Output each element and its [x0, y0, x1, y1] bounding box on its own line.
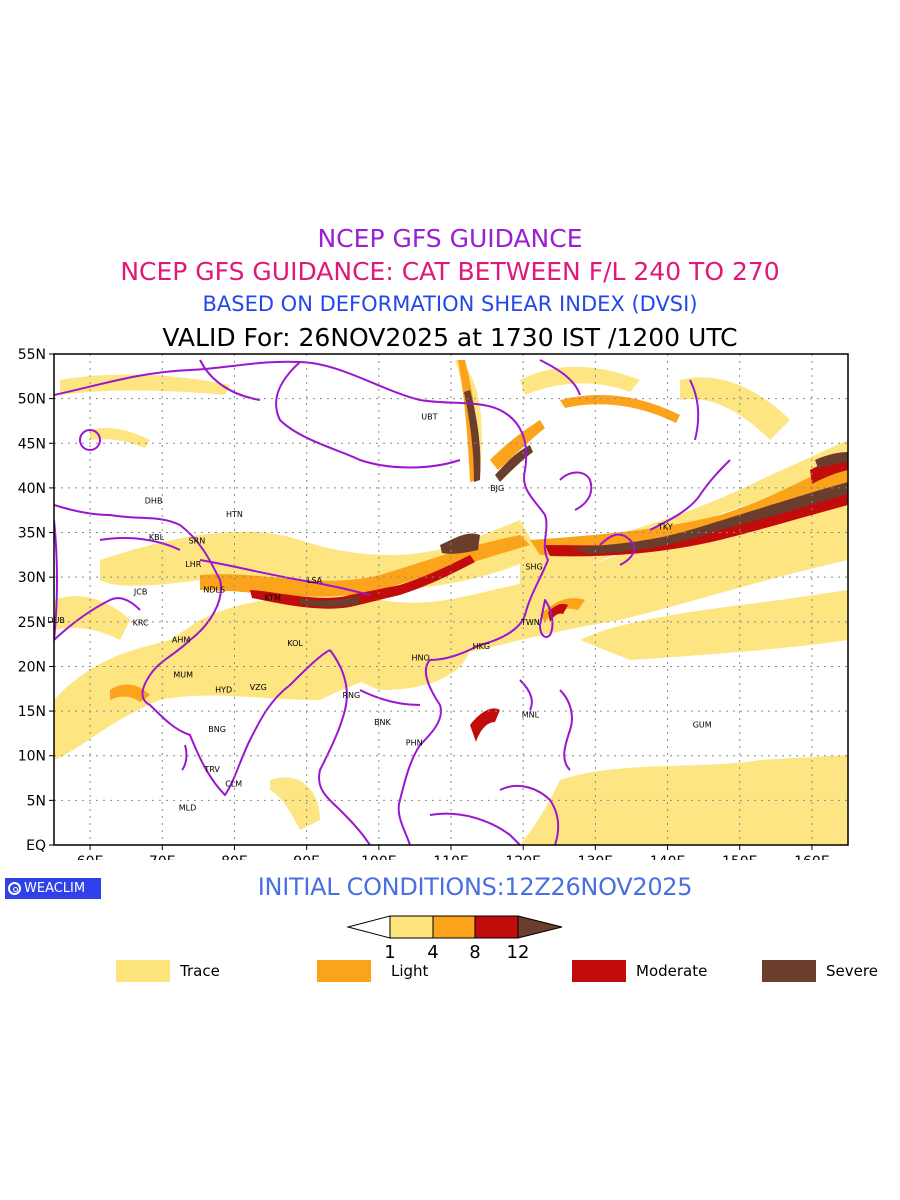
colorbar-tick: 12: [507, 942, 530, 963]
colorbar-trace: [389, 915, 434, 939]
station-label: LSA: [307, 576, 323, 585]
longitude-label: 110E: [433, 854, 469, 860]
station-label: JCB: [133, 587, 147, 596]
station-label: UBT: [421, 412, 437, 421]
station-label: DUB: [47, 616, 65, 625]
colorbar-tick: 8: [469, 942, 480, 963]
station-label: SHG: [525, 562, 542, 571]
station-label: HTN: [226, 510, 243, 519]
colorbar-severe-triangle: [517, 915, 563, 939]
chart-subtitle: NCEP GFS GUIDANCE: CAT BETWEEN F/L 240 T…: [120, 257, 780, 286]
brand-name: WEACLIM: [24, 881, 86, 896]
longitude-label: 80E: [221, 854, 248, 860]
latitude-label: 35N: [18, 526, 46, 542]
station-label: NDLS: [203, 586, 225, 595]
legend-swatch-light: [317, 960, 371, 982]
station-label: MNL: [522, 711, 540, 720]
chart-title: NCEP GFS GUIDANCE: [317, 224, 583, 253]
latitude-label: 10N: [18, 749, 46, 765]
longitude-label: 60E: [77, 854, 104, 860]
longitude-label: 70E: [149, 854, 176, 860]
valid-time: VALID For: 26NOV2025 at 1730 IST /1200 U…: [162, 323, 738, 352]
station-label: KOL: [287, 639, 303, 648]
latitude-label: 20N: [18, 659, 46, 675]
station-label: TKY: [657, 522, 673, 531]
longitude-label: 90E: [293, 854, 320, 860]
colorbar-moderate: [474, 915, 519, 939]
latitude-label: 5N: [27, 793, 46, 809]
station-label: CLM: [225, 779, 242, 788]
station-label: PHN: [406, 738, 423, 747]
coastlines: [54, 359, 731, 845]
station-label: KTM: [264, 594, 281, 603]
station-label: RNG: [343, 691, 361, 700]
legend-swatch-trace: [116, 960, 170, 982]
station-label: HYD: [215, 686, 232, 695]
latitude-label: 25N: [18, 615, 46, 631]
legend-swatch-moderate: [572, 960, 626, 982]
severe-areas: [300, 390, 848, 607]
graticule: [54, 354, 848, 845]
station-label: GUM: [693, 720, 712, 729]
index-description: BASED ON DEFORMATION SHEAR INDEX (DVSI): [202, 292, 698, 316]
latitude-label: 40N: [18, 481, 46, 497]
station-label: KBL: [149, 533, 165, 542]
longitude-label: 150E: [722, 854, 758, 860]
station-label: SRN: [189, 537, 206, 546]
legend-label-light: Light: [391, 962, 429, 980]
longitude-label: 160E: [794, 854, 830, 860]
latitude-labels: 55N 50N 45N 40N 35N 30N 25N 20N 15N 10N 5N EQ: [18, 347, 46, 854]
legend-label-trace: Trace: [180, 962, 220, 980]
colorbar-under-triangle: [346, 915, 391, 939]
station-label: BNK: [374, 718, 391, 727]
globe-icon: [8, 882, 21, 895]
turbulence-map: 55N 50N 45N 40N 35N 30N 25N 20N 15N 10N 5N EQ 60E 70…: [18, 347, 849, 860]
legend-swatch-severe: [762, 960, 816, 982]
station-label: KRC: [133, 619, 149, 628]
station-label: LHR: [185, 560, 201, 569]
legend-label-severe: Severe: [826, 962, 878, 980]
colorbar: 1 4 8 12: [346, 915, 563, 963]
latitude-label: 45N: [18, 436, 46, 452]
station-label: AHM: [172, 636, 190, 645]
brand-logo: WEACLIM: [5, 878, 101, 899]
longitude-label: 100E: [361, 854, 397, 860]
axis-ticks: [49, 353, 813, 850]
station-label: MLD: [179, 804, 197, 813]
longitude-label: 120E: [505, 854, 541, 860]
latitude-label: 50N: [18, 392, 46, 408]
station-label: MUM: [173, 670, 193, 679]
station-labels: UBT BJG DHB HTN TKY KBL SRN SHG LSA LHR JCB NDLS KTM…: [47, 412, 711, 812]
initial-conditions: INITIAL CONDITIONS:12Z26NOV2025: [257, 873, 693, 901]
longitude-label: 140E: [650, 854, 686, 860]
latitude-label: EQ: [26, 838, 46, 854]
longitude-label: 130E: [578, 854, 614, 860]
station-label: TRV: [203, 765, 220, 774]
latitude-label: 55N: [18, 347, 46, 363]
station-label: BNG: [208, 725, 226, 734]
latitude-label: 30N: [18, 570, 46, 586]
colorbar-light: [432, 915, 476, 939]
station-label: VZG: [250, 683, 267, 692]
colorbar-tick: 4: [427, 942, 438, 963]
station-label: DHB: [145, 496, 163, 505]
station-label: TWN: [520, 618, 540, 627]
station-label: HKG: [473, 642, 490, 651]
station-label: BJG: [490, 484, 504, 493]
longitude-labels: 60E 70E 80E 90E 100E 110E 120E 130E 140E 150E 160E: [77, 854, 830, 860]
colorbar-tick: 1: [384, 942, 395, 963]
latitude-label: 15N: [18, 704, 46, 720]
station-label: HNO: [412, 654, 430, 663]
legend-label-moderate: Moderate: [636, 962, 708, 980]
